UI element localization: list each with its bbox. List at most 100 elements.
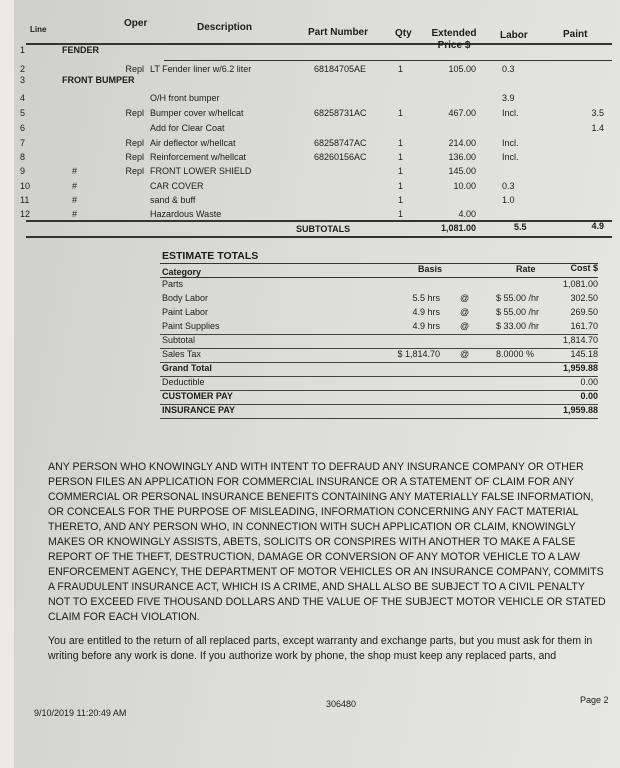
totals-rate: $ 33.00 /hr — [496, 321, 540, 331]
table-row: 9 # Repl FRONT LOWER SHIELD 1 145.00 — [14, 166, 614, 180]
cell-price: 105.00 — [448, 64, 476, 74]
footer-timestamp: 9/10/2019 11:20:49 AM — [34, 708, 127, 718]
cell-flag: # — [72, 209, 78, 219]
cell-labor: Incl. — [502, 152, 519, 162]
totals-col-rate: Rate — [516, 264, 536, 274]
cell-line: 6 — [20, 123, 26, 133]
cell-oper: Repl — [125, 166, 144, 176]
totals-row: Subtotal 1,814.70 — [160, 334, 598, 349]
table-row: 3 FRONT BUMPER — [14, 75, 614, 89]
cell-description: FENDER — [62, 45, 100, 55]
totals-row: Paint Supplies 4.9 hrs @ $ 33.00 /hr 161.70 — [160, 320, 598, 335]
cell-description: Bumper cover w/hellcat — [150, 108, 244, 118]
cell-labor: 3.9 — [502, 93, 515, 103]
table-row: 11 # sand & buff 1 1.0 — [14, 195, 614, 209]
cell-labor: 0.3 — [502, 181, 515, 191]
totals-row: CUSTOMER PAY 0.00 — [160, 390, 598, 405]
cell-paint: 1.4 — [591, 123, 604, 133]
totals-header-rule — [160, 277, 598, 278]
totals-category: Body Labor — [162, 293, 209, 303]
cell-description: FRONT BUMPER — [62, 75, 135, 85]
totals-rule — [160, 263, 598, 264]
cell-description: Reinforcement w/hellcat — [150, 152, 247, 162]
cell-price: 136.00 — [448, 152, 476, 162]
totals-row: Body Labor 5.5 hrs @ $ 55.00 /hr 302.50 — [160, 292, 598, 306]
totals-category: Deductible — [162, 377, 205, 387]
cell-labor: Incl. — [502, 108, 519, 118]
table-row: 12 # Hazardous Waste 1 4.00 — [14, 209, 614, 223]
table-row: 1 FENDER — [14, 45, 614, 59]
cell-price: 467.00 — [448, 108, 476, 118]
cell-line: 4 — [20, 93, 26, 103]
estimate-page: Line Oper Description Part Number Qty Ex… — [14, 0, 620, 768]
totals-row: Parts 1,081.00 — [160, 278, 598, 292]
cell-labor: 1.0 — [502, 195, 515, 205]
totals-category: Grand Total — [162, 363, 212, 373]
col-description: Description — [197, 22, 253, 33]
totals-cost: 0.00 — [580, 377, 598, 387]
subtotals-price: 1,081.00 — [440, 223, 476, 233]
totals-category: Sales Tax — [162, 349, 201, 359]
totals-row: INSURANCE PAY 1,959.88 — [160, 404, 598, 419]
totals-rate: $ 55.00 /hr — [496, 307, 540, 317]
subtotals-labor: 5.5 — [514, 222, 527, 232]
col-part-number: Part Number — [308, 27, 369, 38]
totals-category: CUSTOMER PAY — [162, 391, 233, 401]
totals-category: Subtotal — [162, 335, 196, 345]
totals-cost: 269.50 — [570, 307, 598, 317]
fraud-notice: ANY PERSON WHO KNOWINGLY AND WITH INTENT… — [48, 461, 606, 623]
totals-col-basis: Basis — [418, 264, 443, 274]
col-labor: Labor — [500, 30, 528, 41]
cell-line: 10 — [20, 181, 31, 191]
cell-part: 68258731AC — [314, 108, 367, 118]
cell-qty: 1 — [398, 166, 404, 176]
cell-description: Add for Clear Coat — [150, 123, 225, 133]
cell-oper: Repl — [125, 108, 144, 118]
totals-cost: 1,814.70 — [562, 335, 598, 345]
totals-col-cost: Cost $ — [570, 263, 598, 273]
table-row: 4 O/H front bumper 3.9 — [14, 93, 614, 107]
col-oper: Oper — [124, 18, 148, 29]
totals-rate: 8.0000 % — [496, 349, 535, 359]
totals-cost: 1,959.88 — [562, 405, 598, 415]
col-qty: Qty — [395, 28, 412, 39]
totals-cost: 0.00 — [580, 391, 598, 401]
totals-at: @ — [460, 293, 470, 303]
totals-row: Deductible 0.00 — [160, 376, 598, 391]
cell-flag: # — [72, 195, 78, 205]
totals-col-category: Category — [162, 267, 202, 277]
totals-basis: 4.9 hrs — [412, 321, 440, 331]
totals-category: Parts — [162, 279, 184, 289]
cell-oper: Repl — [125, 152, 144, 162]
totals-basis: 5.5 hrs — [412, 293, 440, 303]
cell-description: Hazardous Waste — [150, 209, 222, 219]
totals-at: @ — [460, 321, 470, 331]
cell-description: FRONT LOWER SHIELD — [150, 166, 252, 176]
cell-price: 145.00 — [448, 166, 476, 176]
cell-line: 5 — [20, 108, 26, 118]
cell-line: 11 — [20, 195, 30, 205]
cell-line: 2 — [20, 64, 26, 74]
cell-qty: 1 — [398, 181, 404, 191]
parts-return-notice: You are entitled to the return of all re… — [48, 635, 593, 662]
cell-flag: # — [72, 181, 78, 191]
totals-row: Grand Total 1,959.88 — [160, 362, 598, 377]
totals-cost: 1,959.88 — [562, 363, 598, 373]
totals-row: Paint Labor 4.9 hrs @ $ 55.00 /hr 269.50 — [160, 306, 598, 320]
header-rule — [26, 43, 612, 45]
cell-qty: 1 — [398, 64, 404, 74]
cell-paint: 3.5 — [591, 108, 604, 118]
totals-row: Sales Tax $ 1,814.70 @8.0000 % 145.18 — [160, 348, 598, 363]
cell-flag: # — [72, 166, 78, 176]
estimate-totals-title: ESTIMATE TOTALS — [162, 250, 259, 262]
subtotal-bottom-rule — [26, 236, 612, 238]
cell-description: Air deflector w/hellcat — [150, 138, 236, 148]
subtotals-label: SUBTOTALS — [296, 224, 351, 234]
cell-description: CAR COVER — [150, 181, 204, 191]
cell-description: sand & buff — [150, 195, 196, 205]
cell-qty: 1 — [398, 138, 404, 148]
table-row: 2 Repl LT Fender liner w/6.2 liter 68184705… — [14, 64, 614, 78]
totals-at: @ — [460, 307, 470, 317]
col-line: Line — [30, 25, 47, 34]
cell-oper: Repl — [125, 64, 144, 74]
